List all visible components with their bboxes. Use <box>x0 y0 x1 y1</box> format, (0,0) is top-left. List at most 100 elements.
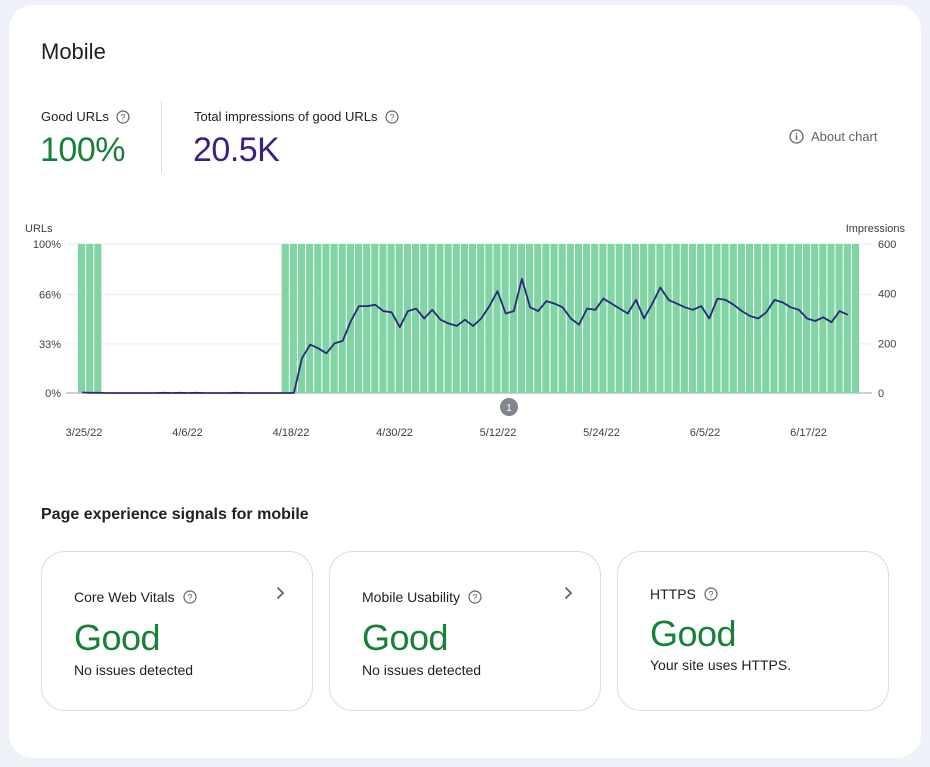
chart-bar <box>94 244 102 393</box>
chart: URLs Impressions 100% 66% 33% 0% 600 400 200 0 3/2… <box>25 223 906 439</box>
impressions-label-group: Total impressions of good URLs ? <box>194 109 399 124</box>
chart-bar <box>835 244 843 393</box>
help-icon[interactable]: ? <box>468 590 482 604</box>
annotation-marker <box>500 398 518 416</box>
chart-bar <box>86 244 94 393</box>
right-tick-label: 600 <box>878 239 896 251</box>
page-title: Mobile <box>41 39 106 64</box>
chart-bar <box>314 244 322 393</box>
chart-bar <box>338 244 346 393</box>
chart-bar <box>615 244 623 393</box>
about-chart-button[interactable]: About chart <box>789 129 878 144</box>
chart-bar <box>460 244 468 393</box>
chart-bar <box>542 244 550 393</box>
impressions-label: Total impressions of good URLs <box>194 109 378 124</box>
chart-bar <box>599 244 607 393</box>
x-tick-label: 5/24/22 <box>583 427 620 439</box>
signal-description: No issues detected <box>74 662 194 678</box>
signal-description: Your site uses HTTPS. <box>650 657 792 673</box>
chart-bar <box>664 244 672 393</box>
svg-text:?: ? <box>120 112 125 122</box>
chart-bar <box>428 244 436 393</box>
chart-bar <box>623 244 631 393</box>
left-axis-title: URLs <box>25 223 53 235</box>
chart-bar <box>770 244 778 393</box>
chart-bar <box>363 244 371 393</box>
signal-title-group: HTTPS ? <box>650 586 718 602</box>
chart-bar <box>713 244 721 393</box>
chart-bar <box>526 244 534 393</box>
x-tick-label: 6/17/22 <box>790 427 827 439</box>
chart-bar <box>501 244 509 393</box>
signal-description: No issues detected <box>362 662 482 678</box>
chart-bar <box>680 244 688 393</box>
right-tick-label: 200 <box>878 338 896 350</box>
svg-text:?: ? <box>473 592 478 602</box>
chart-bar <box>371 244 379 393</box>
signal-status: Good <box>362 617 449 658</box>
x-tick-label: 3/25/22 <box>66 427 103 439</box>
good-urls-value: 100% <box>40 131 125 169</box>
chart-bar <box>379 244 387 393</box>
chart-bar <box>517 244 526 393</box>
right-axis-title: Impressions <box>846 223 906 235</box>
signals-section-title: Page experience signals for mobile <box>41 506 309 523</box>
signal-title-group: Core Web Vitals ? <box>74 589 197 605</box>
chart-bar <box>778 244 786 393</box>
chart-bar <box>631 244 640 393</box>
signal-status: Good <box>650 613 737 654</box>
chart-bar <box>729 244 737 393</box>
chart-bar <box>346 244 354 393</box>
chart-bar <box>297 244 306 393</box>
left-tick-label: 0% <box>45 388 61 400</box>
svg-text:?: ? <box>708 589 713 599</box>
chart-bar <box>534 244 542 393</box>
signal-status: Good <box>74 617 161 658</box>
chart-bar <box>688 244 697 393</box>
chart-bar <box>697 244 705 393</box>
help-icon[interactable]: ? <box>384 109 399 124</box>
signal-title: Core Web Vitals <box>74 589 175 605</box>
chart-bar <box>843 244 851 393</box>
x-tick-label: 4/30/22 <box>376 427 413 439</box>
left-tick-label: 66% <box>39 290 61 302</box>
chart-bar <box>819 244 827 393</box>
chart-bar <box>387 244 395 393</box>
chart-bar <box>591 244 599 393</box>
signal-title: HTTPS <box>650 586 696 602</box>
chart-bar <box>574 244 583 393</box>
impressions-value: 20.5K <box>193 131 280 169</box>
chart-bar <box>322 244 330 393</box>
chart-bar <box>762 244 770 393</box>
x-tick-label: 4/18/22 <box>273 427 310 439</box>
chart-bar <box>794 244 802 393</box>
help-icon[interactable]: ? <box>116 109 130 124</box>
chart-bar <box>721 244 729 393</box>
help-icon[interactable]: ? <box>704 587 718 601</box>
left-tick-label: 33% <box>39 339 61 351</box>
signal-title-group: Mobile Usability ? <box>362 589 482 605</box>
annotation-label: 1 <box>506 403 512 414</box>
chart-bar <box>550 244 558 393</box>
about-chart-label: About chart <box>811 129 878 144</box>
svg-text:?: ? <box>389 112 394 122</box>
chart-bar <box>452 244 460 393</box>
chart-bar <box>558 244 566 393</box>
core-web-vitals-card[interactable]: Core Web Vitals ? Good No issues detecte… <box>41 551 313 711</box>
impressions-line <box>82 277 849 394</box>
chart-bar <box>493 244 501 393</box>
chart-bar <box>811 244 819 393</box>
left-tick-label: 100% <box>33 239 61 251</box>
help-icon[interactable]: ? <box>183 590 197 604</box>
https-card: HTTPS ? Good Your site uses HTTPS. <box>617 551 889 711</box>
signal-title: Mobile Usability <box>362 589 461 605</box>
chart-bar <box>444 244 452 393</box>
chart-bar <box>827 244 835 393</box>
svg-text:?: ? <box>187 592 192 602</box>
chart-bar <box>745 244 754 393</box>
chart-bar <box>411 244 420 393</box>
mobile-usability-card[interactable]: Mobile Usability ? Good No issues detect… <box>329 551 601 711</box>
chart-bar <box>469 244 477 393</box>
chart-bar <box>485 244 493 393</box>
chevron-right-icon <box>276 586 285 600</box>
